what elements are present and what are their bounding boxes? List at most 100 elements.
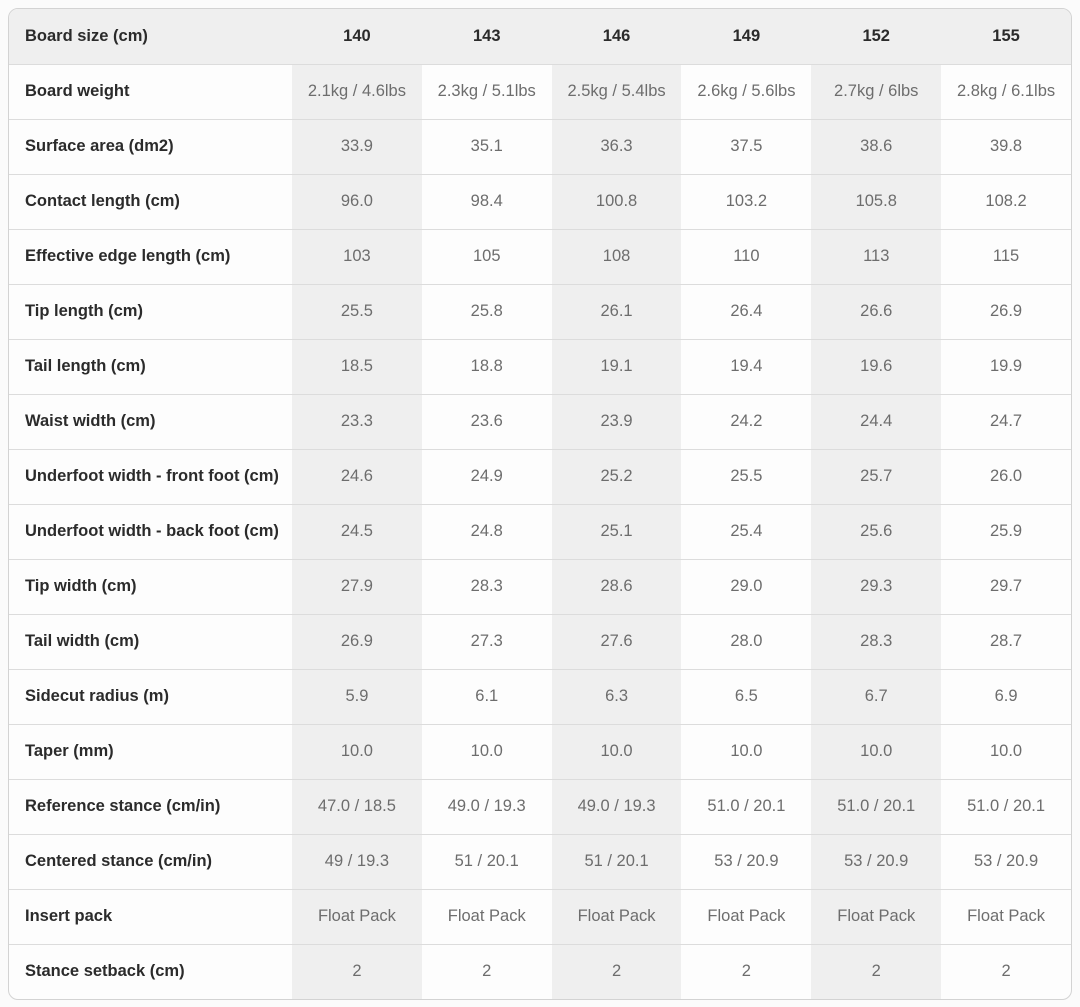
header-row-label: Board size (cm) [9, 9, 292, 64]
spec-cell: 2.3kg / 5.1lbs [437, 82, 536, 100]
spec-cell: 26.1 [551, 284, 682, 339]
spec-cell: 19.4 [730, 357, 763, 375]
spec-cell: 36.3 [551, 119, 682, 174]
spec-cell: 33.9 [292, 119, 422, 174]
spec-cell: 6.5 [734, 687, 758, 705]
spec-cell: 53 / 20.9 [973, 852, 1039, 870]
spec-cell: 10.0 [551, 724, 682, 779]
table-row: Tip length (cm) 25.5 25.8 26.1 26.4 26.6… [9, 284, 1071, 339]
spec-cell: 53 / 20.9 [714, 852, 779, 870]
spec-cell: 2 [482, 962, 492, 981]
table-row: Contact length (cm) 96.0 98.4 100.8 103.… [9, 174, 1071, 229]
spec-cell: 51.0 / 20.1 [811, 779, 942, 834]
spec-cell: 37.5 [730, 137, 763, 155]
row-label: Contact length (cm) [25, 192, 180, 210]
spec-cell: 105 [472, 247, 501, 265]
spec-cell: 25.5 [292, 284, 422, 339]
row-label: Surface area (dm2) [25, 137, 174, 155]
spec-cell: 25.5 [730, 467, 763, 485]
spec-cell: 98.4 [470, 192, 503, 210]
table-row: Stance setback (cm) 2 2 2 2 2 2 [9, 944, 1071, 999]
table-row: Underfoot width - back foot (cm) 24.5 24… [9, 504, 1071, 559]
table-row: Effective edge length (cm) 103 105 108 1… [9, 229, 1071, 284]
spec-cell: 26.9 [990, 302, 1023, 320]
spec-cell: 2.7kg / 6lbs [811, 64, 942, 119]
spec-cell: 103 [292, 229, 422, 284]
spec-cell: 29.0 [730, 577, 763, 595]
spec-cell: 26.6 [811, 284, 942, 339]
spec-cell: 108 [551, 229, 682, 284]
row-label: Waist width (cm) [25, 412, 156, 430]
spec-cell: 2.8kg / 6.1lbs [956, 82, 1056, 100]
header-col-140: 140 [292, 9, 422, 64]
spec-cell: 27.3 [470, 632, 503, 650]
spec-cell: 51 / 20.1 [551, 834, 682, 889]
spec-cell: 2 [741, 962, 751, 981]
row-label: Effective edge length (cm) [25, 247, 231, 265]
table-row: Taper (mm) 10.0 10.0 10.0 10.0 10.0 10.0 [9, 724, 1071, 779]
spec-cell: 6.1 [475, 687, 499, 705]
table-row: Underfoot width - front foot (cm) 24.6 2… [9, 449, 1071, 504]
spec-cell: 6.9 [994, 687, 1018, 705]
row-label: Tail length (cm) [25, 357, 146, 375]
table-row: Tail width (cm) 26.9 27.3 27.6 28.0 28.3… [9, 614, 1071, 669]
spec-cell: 25.4 [730, 522, 763, 540]
row-label: Tip width (cm) [25, 577, 137, 595]
spec-cell: 96.0 [292, 174, 422, 229]
spec-cell: 110 [733, 247, 760, 265]
spec-cell: 24.2 [730, 412, 763, 430]
table-row: Board weight 2.1kg / 4.6lbs 2.3kg / 5.1l… [9, 64, 1071, 119]
table-row: Insert pack Float Pack Float Pack Float … [9, 889, 1071, 944]
spec-cell: Float Pack [551, 889, 682, 944]
table-row: Tail length (cm) 18.5 18.8 19.1 19.4 19.… [9, 339, 1071, 394]
row-label: Tip length (cm) [25, 302, 143, 320]
header-row: Board size (cm) 140 143 146 149 152 155 [9, 9, 1071, 64]
spec-cell: 25.2 [551, 449, 682, 504]
spec-cell: 28.3 [470, 577, 503, 595]
spec-cell: 51.0 / 20.1 [967, 797, 1046, 815]
row-label: Sidecut radius (m) [25, 687, 169, 705]
spec-cell: 28.0 [730, 632, 763, 650]
spec-cell: 26.4 [730, 302, 763, 320]
spec-cell: 105.8 [811, 174, 942, 229]
spec-cell: 2 [811, 944, 942, 999]
spec-cell: Float Pack [292, 889, 422, 944]
spec-cell: 24.6 [292, 449, 422, 504]
spec-cell: Float Pack [707, 907, 786, 925]
spec-cell: 25.9 [990, 522, 1023, 540]
spec-cell: 23.3 [292, 394, 422, 449]
spec-cell: Float Pack [967, 907, 1046, 925]
row-label: Reference stance (cm/in) [25, 797, 221, 815]
spec-cell: 5.9 [292, 669, 422, 724]
spec-cell: 49.0 / 19.3 [447, 797, 526, 815]
spec-cell: 24.5 [292, 504, 422, 559]
spec-cell: 10.0 [811, 724, 942, 779]
spec-cell: 10.0 [292, 724, 422, 779]
spec-cell: 24.4 [811, 394, 942, 449]
spec-cell: 25.7 [811, 449, 942, 504]
spec-cell: 10.0 [470, 742, 503, 760]
row-label: Underfoot width - front foot (cm) [25, 467, 279, 485]
spec-cell: 2 [1001, 962, 1011, 981]
spec-cell: 35.1 [470, 137, 503, 155]
row-label: Stance setback (cm) [25, 962, 185, 981]
spec-cell: 23.9 [551, 394, 682, 449]
spec-cell: 49 / 19.3 [292, 834, 422, 889]
spec-cell: 26.0 [990, 467, 1023, 485]
spec-cell: 27.9 [292, 559, 422, 614]
header-col-149: 149 [681, 9, 812, 64]
spec-cell: 38.6 [811, 119, 942, 174]
row-label: Insert pack [25, 907, 113, 925]
spec-cell: Float Pack [447, 907, 526, 925]
header-col-152: 152 [811, 9, 942, 64]
spec-cell: 10.0 [730, 742, 763, 760]
spec-cell: 29.3 [811, 559, 942, 614]
spec-cell: 10.0 [990, 742, 1023, 760]
spec-cell: 24.7 [990, 412, 1023, 430]
header-col-143: 143 [421, 9, 552, 64]
spec-cell: 26.9 [292, 614, 422, 669]
spec-cell: 2.5kg / 5.4lbs [551, 64, 682, 119]
row-label: Underfoot width - back foot (cm) [25, 522, 279, 540]
table-row: Surface area (dm2) 33.9 35.1 36.3 37.5 3… [9, 119, 1071, 174]
spec-cell: 19.1 [551, 339, 682, 394]
